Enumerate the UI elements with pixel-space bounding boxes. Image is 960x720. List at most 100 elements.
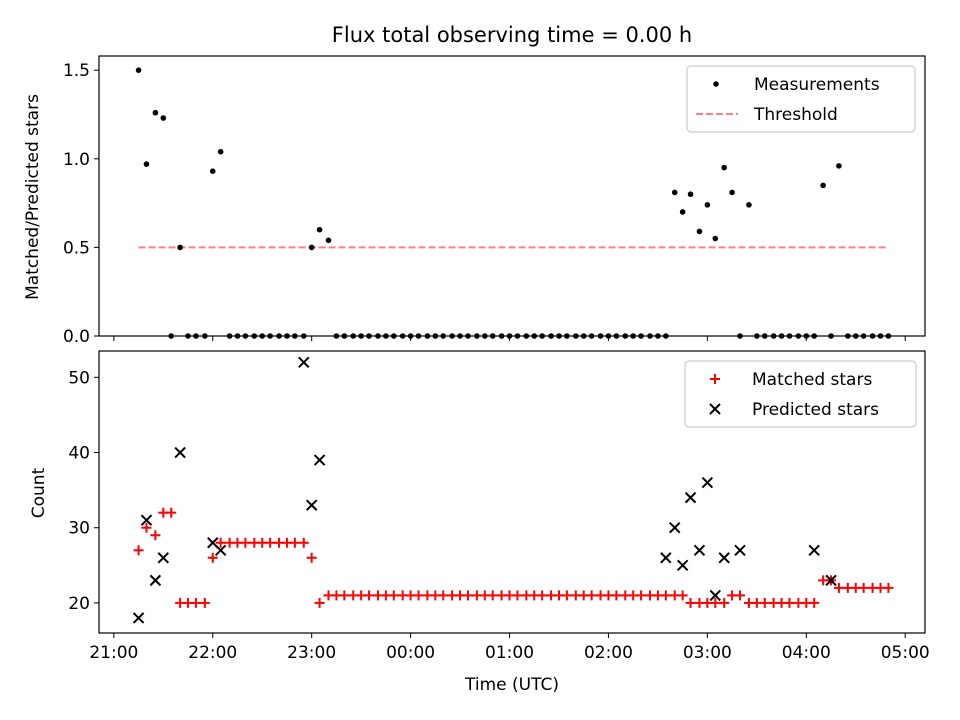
measurement-point [276,333,282,339]
measurement-point [135,67,142,73]
measurement-point [375,333,381,339]
measurement-point [168,333,175,339]
measurement-point [687,191,694,198]
measurement-point [333,333,340,339]
measurement-point [548,333,554,339]
predicted-point-b [734,544,746,556]
matched-point [199,597,210,608]
predicted-point [660,552,672,564]
measurement-point [415,333,422,339]
bottom-panel: 20 30 40 50 21:00 22:00 23:00 00:00 01:00 02:00 03… [68,350,930,663]
top-y-tick-label: 1.5 [63,61,90,81]
predicted-point [298,356,310,368]
measurement-point [696,228,703,235]
measurement-point [523,333,530,339]
measurement-point [383,333,389,339]
measurement-point [811,333,818,339]
predicted-point [313,454,326,466]
matched-point [809,597,820,608]
legend-predicted-label: Predicted stars [752,400,879,420]
measurement-point [506,333,513,339]
top-panel: 0.0 0.5 1.0 1.5 [63,55,926,347]
matched-point [677,590,688,601]
matched-point [487,590,498,601]
measurement-point [465,333,471,339]
predicted-point-b [693,544,706,556]
measurement-point [267,333,273,339]
measurement-point [481,333,488,339]
legend-matched-label: Matched stars [752,370,872,390]
measurement-point [449,333,455,339]
top-legend: Measurements Threshold [686,65,916,133]
matched-point [759,597,770,608]
measurement-point [474,333,480,339]
measurement-point [852,333,859,339]
measurement-point [316,226,323,233]
bottom-legend-box [684,360,917,428]
legend-measurements-marker [713,81,719,87]
top-y-tick-label: 0.0 [63,327,90,347]
matched-point [883,582,894,593]
predicted-point [701,476,714,489]
bottom-y-tick-label: 50 [68,368,90,388]
measurement-point [177,244,183,251]
predicted-point-b [808,544,820,556]
x-tick-label: 21:00 [89,643,138,663]
predicted-point-b [214,544,227,556]
measurement-point [712,235,719,242]
measurement-point [366,333,372,339]
measurement-point [820,182,826,189]
measurement-point [737,333,743,339]
predicted-point [174,446,186,459]
measurement-point [885,333,892,339]
predicted-point-b [709,589,721,602]
bottom-y-tick-label: 30 [68,519,90,539]
matched-point [660,590,671,601]
predicted-point-b [676,559,689,572]
legend-matched-marker [710,374,720,384]
predicted-point-b [140,514,153,526]
predicted-point [149,574,162,587]
measurement-point [638,333,644,339]
bottom-legend: Matched stars Predicted stars [684,360,917,428]
measurement-point [671,189,678,196]
bottom-axes-frame [98,350,926,634]
x-tick-label: 02:00 [584,643,633,663]
matched-point [150,530,161,541]
measurement-point [647,333,653,339]
predicted-point [676,559,689,572]
measurement-point [580,333,587,339]
measurement-point [292,333,298,339]
matched-point [858,582,869,593]
measurement-point [877,333,884,339]
measurement-point [721,164,727,171]
legend-predicted-cross [709,403,721,415]
predicted-point [718,552,730,564]
predicted-point [693,544,706,556]
measurement-point [350,333,357,339]
predicted-point-b [313,454,326,466]
top-y-axis-label: Matched/Predicted stars [23,94,43,300]
x-tick-label: 22:00 [188,643,237,663]
predicted-point [132,612,145,624]
measurement-point [242,333,249,339]
measurement-point [399,333,406,339]
matched-point [512,590,523,601]
top-legend-box [686,65,916,133]
matched-point [298,537,309,548]
predicted-point-b [157,552,170,564]
measurement-point [729,189,735,196]
predicted-point-b [825,574,837,587]
predicted-point [669,522,681,534]
bottom-y-tick-label: 20 [68,594,90,614]
measurement-point [836,163,842,169]
figure-title: Flux total observing time = 0.00 h [332,23,692,47]
measurement-point [489,333,496,339]
matched-point [215,537,226,548]
matched-point [636,590,647,601]
x-tick-label: 00:00 [386,643,435,663]
measurement-point [160,115,167,121]
top-y-tick-label: 0.5 [63,238,90,258]
x-tick-label: 23:00 [287,643,336,663]
legend-predicted-cross-b [709,403,721,415]
